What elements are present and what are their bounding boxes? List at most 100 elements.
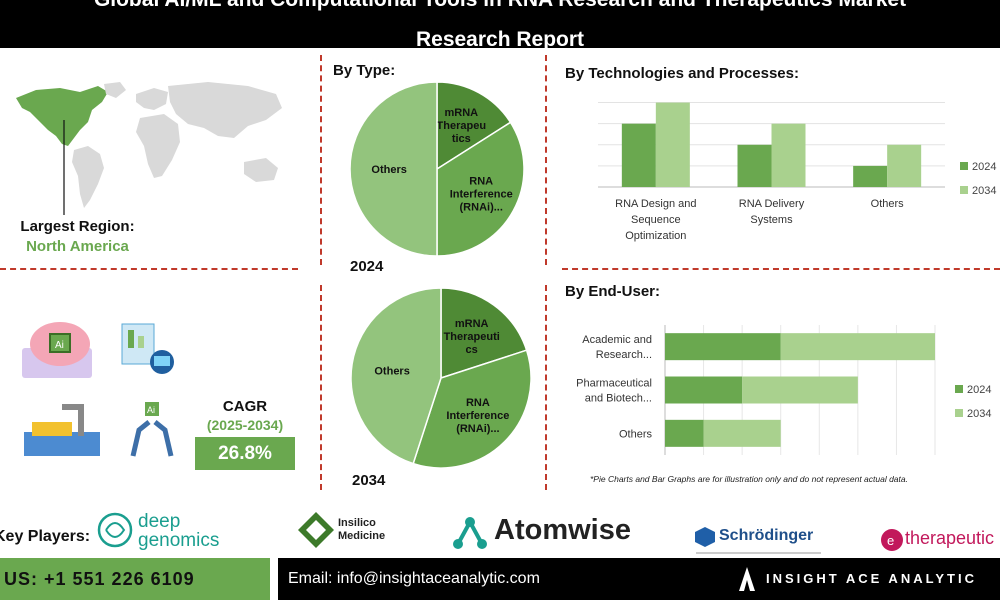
cagr-period: (2025-2034) [206,417,284,433]
brand-bar: INSIGHT ACE ANALYTIC [718,558,1000,600]
pie-year-2024: 2024 [350,258,384,275]
divider-left-top [320,55,322,265]
svg-text:Ai: Ai [55,340,64,351]
tech-category-label: Sequence [631,214,681,226]
deep-genomics-line2: genomics [138,530,220,551]
end-user-bar-chart: Academic and Research... Pharmaceutical and… [576,325,991,455]
svg-text:e: e [887,533,894,548]
enduser-legend-swatch-2024 [955,385,963,393]
by-end-user-title: By End-User: [565,283,661,300]
tech-bar-2024-1 [737,144,772,187]
cagr-value: 26.8% [195,437,295,470]
atomwise-logo-text: Atomwise [494,514,631,546]
largest-region-value: North America [26,238,129,255]
tech-bar-2034-1 [771,123,806,187]
pie-2024-slice-rna-interference-rnai [436,121,525,257]
insight-ace-logo-icon [739,567,755,591]
enduser-bar-2034-1 [742,376,858,404]
tech-category-label: Others [871,198,905,210]
cagr-label: CAGR [222,398,268,415]
brand-name: INSIGHT ACE ANALYTIC [766,571,977,586]
deep-genomics-logo-text: deep genomics [138,512,219,550]
pie-2024-label-rna-interference-rnai: (RNAi)... [460,201,503,213]
pie-2034-label-rna-interference-rnai: (RNAi)... [456,423,499,435]
world-map [16,82,282,215]
tech-category-label: Systems [750,214,793,226]
pie-2024-label-others: Others [371,164,406,176]
enduser-category-label: Research... [596,349,652,361]
enduser-bar-2024-0 [665,333,781,361]
insilico-line1: Insilico [338,517,376,529]
by-technologies-title: By Technologies and Processes: [565,65,799,82]
pie-2034-label-mrna-therapeutics: Therapeuti [444,331,500,343]
e-therapeutics-logo-icon: e [881,529,903,551]
report-title-line2: Research Report [415,28,585,48]
schrodinger-underline [696,552,821,554]
tech-bar-2034-0 [655,102,690,187]
insilico-medicine-logo-icon [298,512,334,548]
pie-2034-label-mrna-therapeutics: mRNA [455,318,489,330]
tech-legend-swatch-2034 [960,186,968,194]
pie-2034-slice-rna-interference-rnai [412,349,532,469]
divider-horizontal-left [0,268,298,270]
map-north-america [16,86,108,146]
tech-legend-label-2034: 2034 [972,185,996,197]
insilico-line2: Medicine [338,530,386,542]
enduser-bar-2034-2 [703,419,781,447]
pie-2034-label-mrna-therapeutics: cs [466,344,478,356]
technologies-bar-chart: RNA Design and Sequence Optimization RNA De… [598,102,996,242]
enduser-category-label: Pharmaceutical [576,378,652,390]
pie-2024-label-mrna-therapeutics: Therapeu [437,120,487,132]
enduser-bar-2034-0 [780,333,935,361]
largest-region-label: Largest Region: [20,218,135,235]
pie-2034-label-rna-interference-rnai: Interference [446,410,509,422]
ai-robot-icon [121,323,174,374]
email-contact[interactable]: Email: info@insightaceanalytic.com [278,558,718,600]
pie-2024-slice-others [349,81,438,257]
schrodinger-logo-text: Schrödinger [719,527,814,544]
pie-2024-label-rna-interference-rnai: RNA [469,175,493,187]
pie-2024-label-mrna-therapeutics: mRNA [444,107,478,119]
enduser-legend-swatch-2034 [955,409,963,417]
by-type-title: By Type: [333,62,396,79]
e-therapeutics-logo-text: therapeutic [905,528,995,548]
pie-2024-label-rna-interference-rnai: Interference [450,188,513,200]
pie-2034-label-others: Others [374,365,409,377]
enduser-bar-2024-1 [665,376,743,404]
tech-bar-2024-0 [621,123,656,187]
disclaimer-note: *Pie Charts and Bar Graphs are for illus… [590,474,908,484]
divider-horizontal-right [562,268,1000,270]
report-title-bar: Global AI/ML and Computational Tools in … [0,0,1000,48]
insilico-medicine-logo-text: Insilico Medicine [338,517,385,543]
tech-category-label: RNA Delivery [739,198,805,210]
tech-bar-2034-2 [887,144,922,187]
tech-legend-swatch-2024 [960,162,968,170]
phone-contact[interactable]: US: +1 551 226 6109 [0,558,270,600]
tech-bar-2024-2 [853,165,888,187]
divider-mid-top [545,55,547,265]
tech-category-label: RNA Design and [615,198,696,210]
pie-2034-slice-others [350,287,442,465]
divider-left-bottom [320,285,322,490]
deep-genomics-line1: deep [138,511,181,532]
enduser-bar-2024-2 [665,419,704,447]
pie-2034-label-rna-interference-rnai: RNA [466,397,490,409]
pie-2034-slice-mrna-therapeutics [440,287,528,380]
divider-mid-bottom [545,285,547,490]
enduser-category-label: Others [619,428,653,440]
key-players-label: Key Players: [0,528,91,545]
enduser-legend-label-2034: 2034 [967,408,991,420]
atomwise-logo-icon [453,517,487,549]
tech-legend-label-2024: 2024 [972,161,996,173]
pie-2024-slice-mrna-therapeutics [436,81,512,171]
tech-category-label: Optimization [625,230,686,242]
enduser-legend-label-2024: 2024 [967,384,991,396]
pie-year-2034: 2034 [352,472,386,489]
pie-2024-label-mrna-therapeutics: tics [452,133,471,145]
report-title-line1: Global AI/ML and Computational Tools in … [0,0,1000,12]
robot-arm-assembly-icon [24,404,100,456]
deep-genomics-logo-icon [97,512,133,548]
enduser-category-label: and Biotech... [585,393,652,405]
